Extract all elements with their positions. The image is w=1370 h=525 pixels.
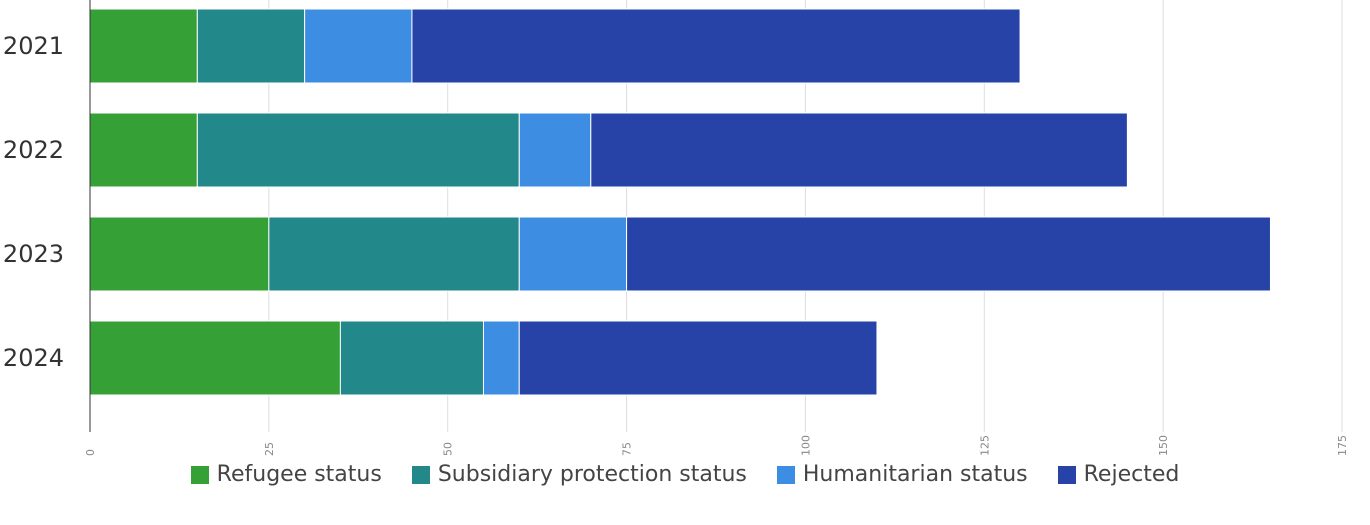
legend-item[interactable]: Subsidiary protection status (411, 462, 747, 487)
legend-label: Humanitarian status (802, 462, 1028, 487)
x-tick-label: 125 (978, 435, 991, 456)
legend-item[interactable]: Humanitarian status (776, 462, 1028, 487)
bar-segment (304, 8, 413, 84)
bar-segment (268, 216, 520, 292)
legend-label: Rejected (1083, 462, 1180, 487)
y-category-label: 2024 (3, 344, 64, 372)
legend: Refugee status Subsidiary protection stat… (0, 462, 1370, 487)
legend-swatch (411, 465, 430, 484)
bar-segment (518, 216, 628, 292)
y-category-label: 2022 (3, 136, 64, 164)
x-tick-label: 100 (799, 435, 812, 456)
legend-swatch (776, 465, 795, 484)
y-category-label: 2021 (3, 32, 64, 60)
axes: 0 25 50 75 100 125 150 175 2021 2022 2023 2024 (3, 0, 1349, 456)
bar-segment (89, 112, 198, 188)
bar-segment (590, 112, 1128, 188)
bar-segment (89, 320, 341, 396)
bar-segment (411, 8, 1021, 84)
bar-segment (482, 320, 520, 396)
x-tick-label: 0 (84, 449, 97, 456)
legend-label: Refugee status (216, 462, 382, 487)
legend-label: Subsidiary protection status (437, 462, 747, 487)
legend-swatch (190, 465, 209, 484)
bar-segment (626, 216, 1271, 292)
y-category-label: 2023 (3, 240, 64, 268)
bars (89, 8, 1271, 396)
bar-segment (518, 112, 592, 188)
x-tick-label: 150 (1157, 435, 1170, 456)
bar-segment (339, 320, 484, 396)
legend-item[interactable]: Refugee status (190, 462, 382, 487)
bar-segment (89, 8, 198, 84)
legend-swatch (1057, 465, 1076, 484)
bar-segment (196, 8, 306, 84)
x-tick-label: 175 (1336, 435, 1349, 456)
x-tick-label: 75 (621, 442, 634, 456)
bar-segment (89, 216, 270, 292)
x-tick-label: 25 (263, 442, 276, 456)
x-tick-label: 50 (442, 442, 455, 456)
legend-item[interactable]: Rejected (1057, 462, 1180, 487)
bar-segment (196, 112, 520, 188)
bar-segment (518, 320, 878, 396)
